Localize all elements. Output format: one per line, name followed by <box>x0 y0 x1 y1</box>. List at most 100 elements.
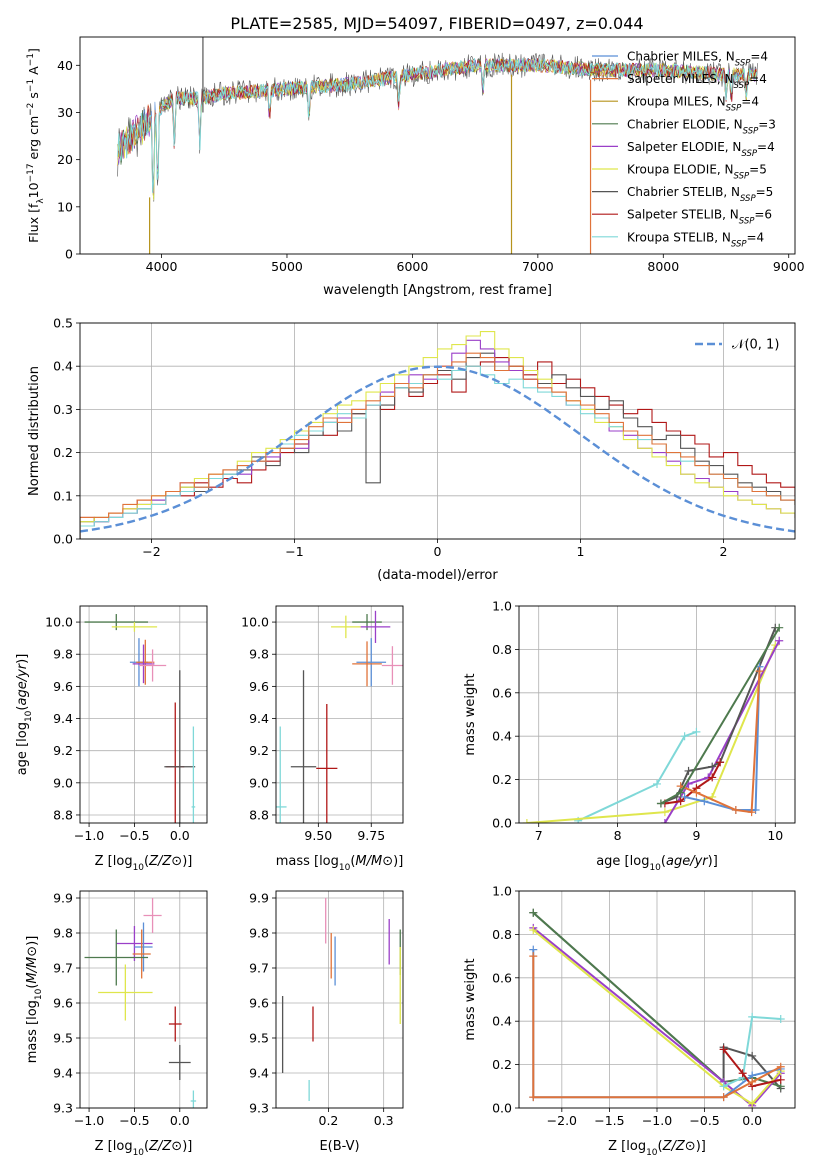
mass_vs_Z-ytick-label: 9.4 <box>53 1066 73 1081</box>
age_vs_Z-xtick-label: −1.0 <box>74 828 104 843</box>
weight_vs_age-ytick-label: 0.2 <box>492 772 512 787</box>
normal-curve <box>80 365 795 533</box>
mass_vs_Z-xtick-label: −0.5 <box>119 1113 149 1128</box>
weight_vs_age-marker <box>656 799 665 808</box>
mass_vs_Z-points <box>84 898 197 1108</box>
mass_vs_EBV-ytick-label: 9.6 <box>249 996 269 1011</box>
weight_vs_age-ytick-label: 0.4 <box>492 729 512 744</box>
spectrum-xtick-label: 9000 <box>773 259 805 274</box>
age_vs_mass-xtick-label: 9.50 <box>304 828 332 843</box>
mass_vs_EBV-frame <box>275 890 404 1109</box>
mass_vs_Z-xtick-label: −1.0 <box>74 1113 104 1128</box>
residuals-xtick-label: 1 <box>577 544 585 559</box>
age_vs_Z-xtick-label: −0.5 <box>119 828 149 843</box>
legend-label: Salpeter MILES, NSSP=4 <box>627 72 767 91</box>
weight_vs_Z-marker <box>748 1012 757 1021</box>
weight_vs_age-xtick-label: 8 <box>614 828 622 843</box>
mass_vs_Z-ytick-label: 9.7 <box>53 961 73 976</box>
weight_vs_age-marker <box>660 819 669 823</box>
spectrum-line-8 <box>117 57 758 193</box>
age_vs_Z-xlabel: Z [log10(Z/Z⊙)] <box>95 854 193 873</box>
age_vs_mass-ytick-label: 9.8 <box>249 647 269 662</box>
weight_vs_Z-marker <box>748 1099 757 1108</box>
weight_vs_Z-line-6 <box>722 1048 781 1088</box>
age_vs_mass-frame <box>275 605 404 824</box>
residuals-ytick-label: 0.2 <box>53 445 73 460</box>
weight_vs_age-marker <box>716 758 725 767</box>
age_vs_mass-ytick-label: 10.0 <box>241 615 269 630</box>
weight_vs_Z-marker <box>529 926 538 935</box>
mass_vs_EBV-ytick-label: 9.8 <box>249 926 269 941</box>
weight_vs_age-marker <box>680 732 689 741</box>
mass_vs_Z-ylabel: mass [log10(M/M⊙)] <box>25 936 44 1064</box>
weight_vs_Z-marker <box>529 1093 538 1102</box>
spectrum-xtick-label: 6000 <box>397 259 429 274</box>
age_vs_mass-axes: 9.50 9.75 8.8 9.0 9.2 9.4 9.6 9.8 10.0 <box>241 606 403 843</box>
weight_vs_Z-xtick-label: −2.0 <box>547 1113 577 1128</box>
age_vs_mass-ytick-label: 8.8 <box>249 807 269 822</box>
weight_vs_age-marker <box>684 766 693 775</box>
spectrum-ytick-label: 30 <box>57 105 73 120</box>
weight_vs_age-ytick-label: 0.0 <box>492 816 512 831</box>
weight_vs_Z-line-4 <box>723 1015 781 1088</box>
age_vs_mass-xlabel: mass [log10(M/M⊙)] <box>276 854 404 873</box>
mass_vs_Z-xlabel: Z [log10(Z/Z⊙)] <box>95 1139 193 1158</box>
spectrum-xlabel: wavelength [Angstrom, rest frame] <box>323 283 552 298</box>
weight_vs_age-marker <box>692 727 701 736</box>
weight_vs_Z-ytick-label: 0.0 <box>492 1101 512 1116</box>
weight_vs_age-marker <box>755 667 764 676</box>
normal-legend-label: 𝒩(0, 1) <box>732 338 779 353</box>
weight_vs_Z-xtick-label: −1.5 <box>594 1113 624 1128</box>
weight_vs_age-xtick-label: 7 <box>535 828 543 843</box>
weight_vs_Z-xtick-label: 0.0 <box>742 1113 762 1128</box>
spectrum-axes: 4000 5000 6000 7000 8000 9000 0 10 20 30 40 <box>57 58 805 274</box>
residuals-xtick-label: −1 <box>285 544 303 559</box>
weight_vs_Z-ytick-label: 0.4 <box>492 1014 512 1029</box>
weight_vs_Z-marker <box>719 1093 728 1102</box>
spectrum-legend: Chabrier MILES, NSSP=4 Salpeter MILES, NS… <box>592 50 776 249</box>
weight_vs_age-xtick-label: 9 <box>692 828 700 843</box>
weight_vs_Z-ytick-label: 1.0 <box>492 884 512 899</box>
weight_vs_Z-ytick-label: 0.8 <box>492 927 512 942</box>
weight_vs_Z-marker <box>776 1015 785 1024</box>
weight_vs_age-line-0 <box>577 730 697 822</box>
residuals-ylabel: Normed distribution <box>27 366 42 496</box>
spectrum-ytick-label: 10 <box>57 199 73 214</box>
weight_vs_Z-ytick-label: 0.2 <box>492 1057 512 1072</box>
age_vs_Z-ytick-label: 8.8 <box>53 807 73 822</box>
age_vs_Z-axes: −1.0 −0.5 0.0 8.8 9.0 9.2 9.4 9.6 9.8 10.0 <box>45 606 207 843</box>
weight_vs_Z-marker <box>748 1051 757 1060</box>
weight_vs_Z-marker <box>529 908 538 917</box>
legend-label: Kroupa STELIB, NSSP=4 <box>627 230 764 249</box>
residual-histogram-0 <box>80 357 795 539</box>
age_vs_mass-points <box>276 610 403 823</box>
legend-label: Chabrier STELIB, NSSP=5 <box>627 185 773 204</box>
mass_vs_Z-ytick-label: 9.8 <box>53 926 73 941</box>
mass_vs_EBV-xtick-label: 0.3 <box>374 1113 394 1128</box>
weight_vs_Z-marker <box>529 952 538 961</box>
weight_vs_age-ytick-label: 0.8 <box>492 642 512 657</box>
weight_vs_age-line-2 <box>664 640 781 823</box>
weight_vs_age-marker <box>676 797 685 806</box>
residuals-series-group <box>80 331 795 539</box>
age_vs_Z-xtick-label: 0.0 <box>170 828 190 843</box>
spectrum-xtick-label: 5000 <box>271 259 303 274</box>
legend-label: Chabrier MILES, NSSP=4 <box>627 50 768 69</box>
mass_vs_EBV-axes: 0.2 0.3 9.3 9.4 9.5 9.6 9.7 9.8 9.9 <box>249 891 403 1128</box>
age_vs_Z-ytick-label: 9.8 <box>53 647 73 662</box>
weight_vs_age-marker <box>676 788 685 797</box>
age_vs_mass-ytick-label: 9.6 <box>249 679 269 694</box>
weight_vs_Z-ytick-label: 0.6 <box>492 970 512 985</box>
spectrum-xtick-label: 4000 <box>146 259 178 274</box>
residuals-xtick-label: 0 <box>434 544 442 559</box>
age_vs_Z-ytick-label: 9.0 <box>53 775 73 790</box>
spectrum-ytick-label: 0 <box>65 247 73 262</box>
weight_vs_age-series-group <box>522 623 784 823</box>
weight_vs_Z-xtick-label: −1.0 <box>642 1113 672 1128</box>
weight_vs_age-frame <box>518 605 796 824</box>
mass_vs_Z-frame <box>79 890 208 1109</box>
mass_vs_EBV-xtick-label: 0.2 <box>319 1113 339 1128</box>
mass_vs_EBV-ytick-label: 9.4 <box>249 1066 269 1081</box>
